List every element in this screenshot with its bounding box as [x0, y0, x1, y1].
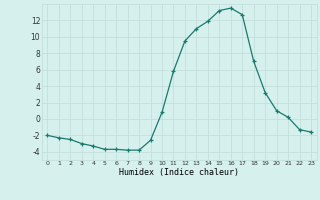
X-axis label: Humidex (Indice chaleur): Humidex (Indice chaleur)	[119, 168, 239, 177]
